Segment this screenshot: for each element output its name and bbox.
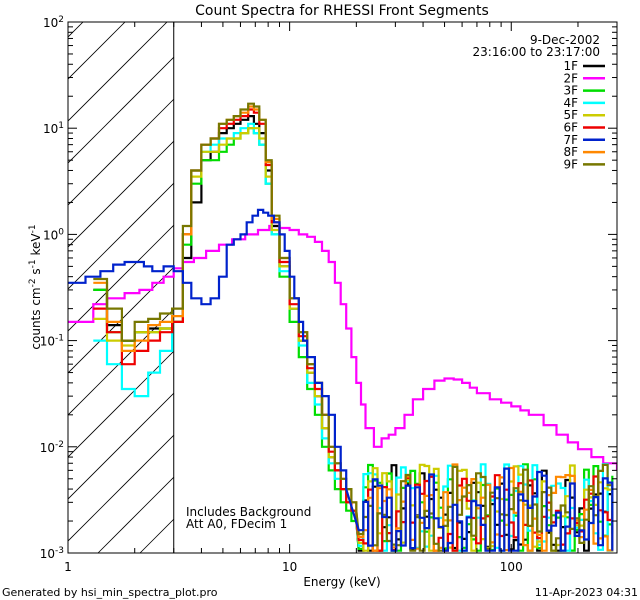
y-tick-label: 10-1 bbox=[40, 334, 64, 349]
x-tick-label: 100 bbox=[500, 560, 523, 574]
hatch-line bbox=[68, 22, 210, 164]
hatch-line bbox=[0, 0, 28, 553]
y-tick-label: 10-2 bbox=[40, 440, 64, 455]
axis-ticks: 1 10 100 10-3 10-2 10-1 100 101 102 bbox=[40, 15, 618, 574]
footer-generated: Generated by hsi_min_spectra_plot.pro bbox=[2, 586, 218, 599]
chart-title: Count Spectra for RHESSI Front Segments bbox=[195, 3, 489, 19]
series-line-2F bbox=[68, 224, 617, 471]
y-tick-label: 102 bbox=[43, 15, 64, 30]
time-range-label: 23:16:00 to 23:17:00 bbox=[473, 45, 600, 59]
plot-frame bbox=[67, 21, 618, 554]
series-lines bbox=[68, 102, 617, 552]
date-label: 9-Dec-2002 bbox=[530, 33, 600, 47]
legend-label-1F: 1F bbox=[563, 59, 578, 73]
x-axis-label: Energy (keV) bbox=[303, 575, 380, 589]
legend-label-8F: 8F bbox=[563, 145, 578, 159]
legend-label-6F: 6F bbox=[563, 121, 578, 135]
footer-date: 11-Apr-2023 04:31 bbox=[535, 586, 638, 599]
legend-label-2F: 2F bbox=[563, 71, 578, 85]
legend-label-5F: 5F bbox=[563, 108, 578, 122]
legend-label-3F: 3F bbox=[563, 84, 578, 98]
x-tick-label: 1 bbox=[64, 560, 72, 574]
series-line-7F bbox=[68, 208, 614, 552]
legend-label-7F: 7F bbox=[563, 133, 578, 147]
hatch-line bbox=[68, 22, 126, 80]
legend-label-4F: 4F bbox=[563, 96, 578, 110]
annotation-background: Includes Background bbox=[186, 505, 311, 519]
y-axis-label: counts cm-2 s-1 keV-1 bbox=[28, 224, 43, 349]
annotation-attenuator: Att A0, FDecim 1 bbox=[186, 517, 287, 531]
x-tick-label: 10 bbox=[282, 560, 297, 574]
hatch-line bbox=[68, 22, 168, 122]
legend-label-9F: 9F bbox=[563, 157, 578, 171]
y-tick-label: 100 bbox=[43, 227, 64, 242]
y-tick-label: 10-3 bbox=[40, 546, 64, 561]
y-tick-label: 101 bbox=[43, 121, 64, 136]
